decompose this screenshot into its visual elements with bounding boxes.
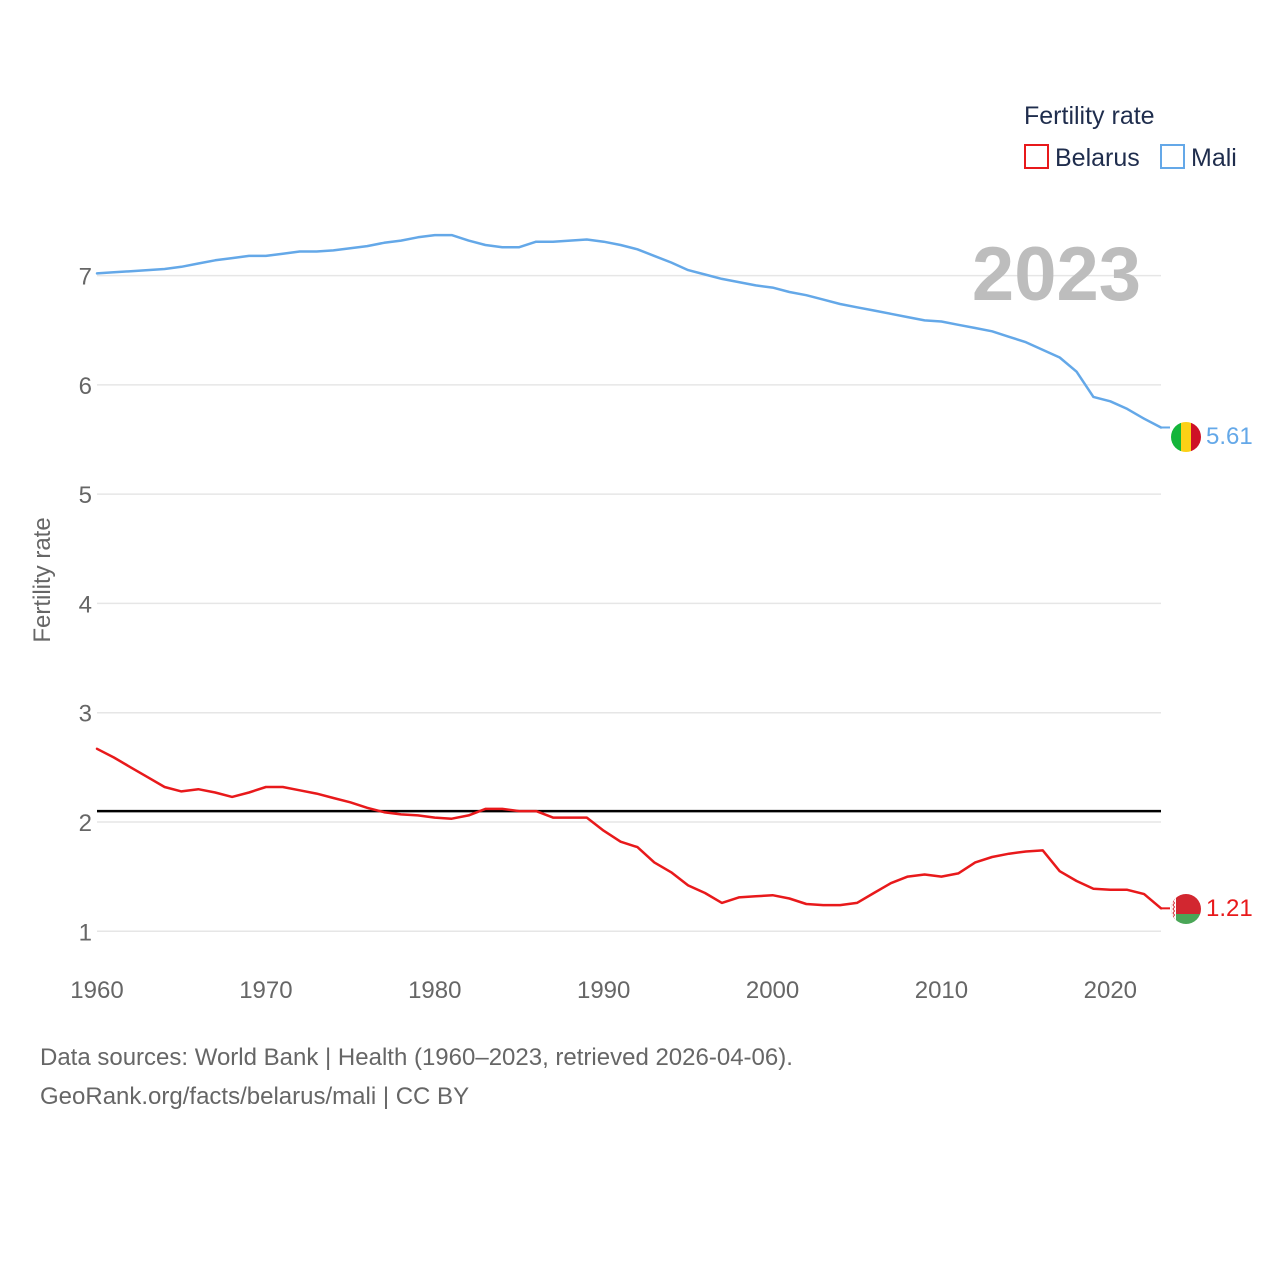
x-tick-label-1960: 1960 bbox=[70, 977, 123, 1004]
y-tick-label-6: 6 bbox=[79, 373, 92, 400]
year-label: 2023 bbox=[972, 232, 1141, 317]
legend: Fertility rate Belarus Mali bbox=[1024, 102, 1237, 172]
y-tick-label-4: 4 bbox=[79, 591, 92, 618]
belarus-flag-icon bbox=[1171, 894, 1201, 924]
mali-end-value-label: 5.61 bbox=[1206, 423, 1253, 450]
attribution-link[interactable]: GeoRank.org/facts/belarus/mali | CC BY bbox=[40, 1083, 470, 1110]
x-axis-ticks: 1960 1970 1980 1990 2000 2010 2020 bbox=[70, 977, 1137, 1004]
y-tick-label-3: 3 bbox=[79, 701, 92, 728]
x-tick-label-2010: 2010 bbox=[915, 977, 968, 1004]
mali-flag-icon bbox=[1171, 422, 1201, 452]
series-line-mali bbox=[95, 233, 1163, 429]
gridlines bbox=[97, 274, 1161, 933]
legend-swatch-mali bbox=[1160, 144, 1185, 169]
y-tick-label-1: 1 bbox=[79, 919, 92, 946]
series-lines bbox=[95, 233, 1170, 910]
legend-item-mali[interactable]: Mali bbox=[1160, 144, 1237, 172]
legend-swatch-belarus bbox=[1024, 144, 1049, 169]
y-tick-label-7: 7 bbox=[79, 264, 92, 291]
belarus-end-value-label: 1.21 bbox=[1206, 895, 1253, 922]
data-source-text: Data sources: World Bank | Health (1960–… bbox=[40, 1044, 793, 1071]
x-tick-label-1990: 1990 bbox=[577, 977, 630, 1004]
y-tick-label-5: 5 bbox=[79, 482, 92, 509]
x-tick-label-1980: 1980 bbox=[408, 977, 461, 1004]
legend-item-belarus[interactable]: Belarus bbox=[1024, 144, 1140, 172]
y-axis-ticks: 1 2 3 4 5 6 7 bbox=[79, 264, 92, 947]
legend-label-belarus: Belarus bbox=[1055, 144, 1140, 172]
y-axis-title: Fertility rate bbox=[29, 517, 56, 642]
series-line-belarus bbox=[95, 747, 1163, 910]
y-tick-label-2: 2 bbox=[79, 810, 92, 837]
x-tick-label-2020: 2020 bbox=[1084, 977, 1137, 1004]
legend-label-mali: Mali bbox=[1191, 144, 1237, 172]
x-tick-label-2000: 2000 bbox=[746, 977, 799, 1004]
legend-title: Fertility rate bbox=[1024, 102, 1155, 130]
x-tick-label-1970: 1970 bbox=[239, 977, 292, 1004]
